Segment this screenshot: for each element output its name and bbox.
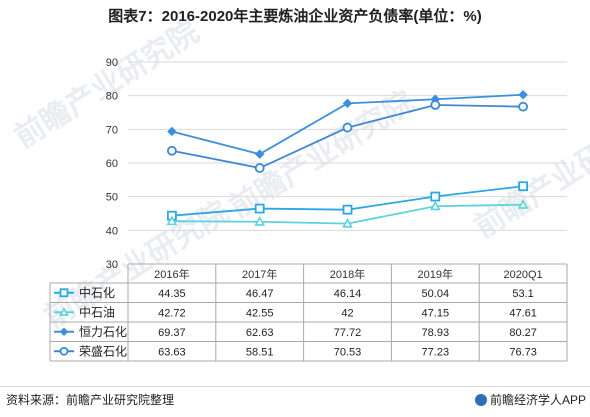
y-tick-label: 60	[106, 158, 118, 170]
x-tick-label: 2020Q1	[504, 269, 543, 281]
source-note: 资料来源：前瞻产业研究院整理	[6, 393, 175, 407]
data-label: 44.35	[158, 288, 186, 300]
data-label: 47.61	[509, 307, 537, 319]
data-point	[430, 191, 441, 202]
data-point	[342, 204, 353, 215]
data-point	[430, 100, 441, 110]
brand-logo-icon	[474, 393, 487, 406]
data-point	[342, 122, 353, 133]
data-point	[59, 288, 69, 298]
data-point	[59, 307, 69, 316]
data-label: 46.47	[246, 288, 274, 300]
data-label: 42.55	[246, 307, 274, 319]
data-label: 78.93	[422, 327, 450, 339]
y-tick-label: 50	[106, 192, 118, 204]
legend-label: 中石化	[79, 285, 115, 300]
data-label: 42	[341, 307, 353, 319]
x-tick-label: 2018年	[330, 267, 365, 281]
y-tick-label: 40	[106, 225, 118, 237]
data-point	[429, 200, 441, 211]
data-point	[254, 203, 265, 214]
data-label: 69.37	[158, 327, 186, 339]
data-point	[254, 216, 266, 226]
data-point	[517, 199, 529, 209]
chart-title: 图表7：2016-2020年主要炼油企业资产负债率(单位：%)	[108, 8, 482, 25]
data-label: 77.72	[334, 327, 362, 339]
y-tick-label: 30	[106, 259, 118, 271]
legend-label: 恒力石化	[79, 325, 127, 339]
data-point	[254, 149, 265, 159]
brand-label: 前瞻经济学人APP	[489, 393, 586, 407]
data-point	[518, 101, 528, 112]
legend-label: 荣盛石化	[79, 343, 127, 358]
data-point	[254, 163, 265, 173]
data-label: 76.73	[509, 346, 537, 358]
data-label: 62.63	[246, 327, 274, 339]
data-label: 46.14	[334, 288, 362, 300]
data-label: 63.63	[158, 346, 186, 358]
x-tick-label: 2016年	[154, 267, 189, 281]
data-point	[342, 98, 353, 109]
data-label: 58.51	[246, 346, 274, 358]
y-tick-label: 80	[106, 91, 118, 103]
data-label: 77.23	[422, 346, 450, 358]
data-point	[518, 90, 528, 100]
series-line	[171, 104, 524, 169]
data-point	[59, 346, 69, 356]
data-point	[167, 126, 177, 137]
data-point	[166, 145, 177, 156]
data-label: 47.15	[422, 307, 450, 319]
y-tick-label: 70	[106, 124, 118, 136]
data-point	[166, 215, 178, 226]
data-label: 70.53	[334, 346, 362, 358]
footer: 资料来源：前瞻产业研究院整理 前瞻经济学人APP	[0, 386, 590, 411]
data-point	[342, 217, 353, 228]
data-point	[59, 327, 69, 336]
y-tick-label: 90	[106, 57, 118, 69]
data-label: 50.04	[422, 288, 450, 300]
chart: 30 40 50 60 70 80 90 2016年 2017年 2018年 2019年 2020Q…	[49, 57, 568, 362]
x-tick-label: 2017年	[242, 267, 277, 281]
legend-label: 中石油	[79, 304, 115, 319]
data-label: 53.1	[512, 288, 533, 300]
x-tick-label: 2019年	[418, 267, 453, 281]
data-label: 42.72	[158, 307, 186, 319]
data-point	[518, 181, 528, 192]
data-label: 80.27	[509, 327, 537, 339]
brand: 前瞻经济学人APP	[474, 391, 586, 408]
